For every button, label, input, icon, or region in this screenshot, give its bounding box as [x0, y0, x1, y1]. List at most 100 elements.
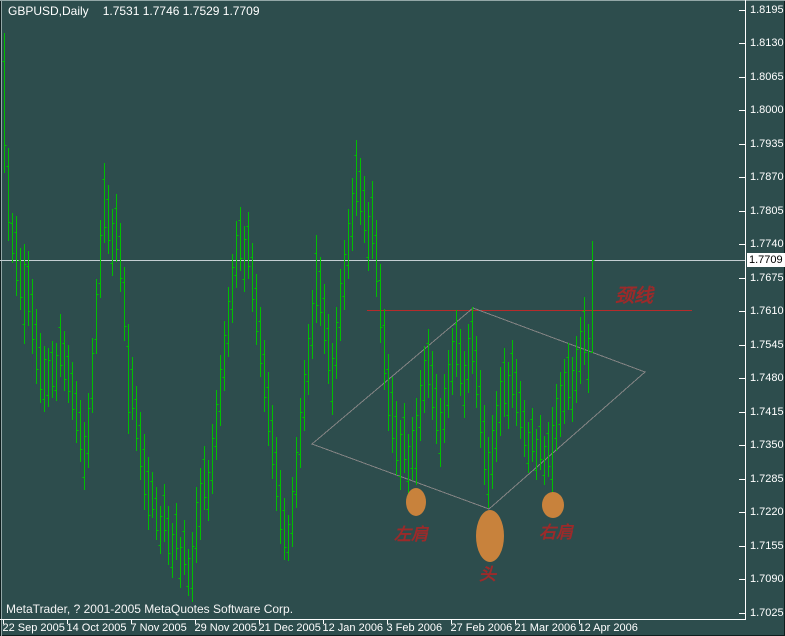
ohlc-bar	[502, 348, 507, 417]
ohlc-bar	[86, 393, 91, 468]
ohlc-bar	[174, 503, 179, 560]
ohlc-bar	[474, 336, 479, 408]
ohlc-bar	[258, 307, 263, 377]
pattern-label-头[interactable]: 头	[479, 565, 496, 584]
ohlc-bar	[118, 223, 123, 292]
ohlc-bar	[158, 506, 163, 554]
ohlc-bar	[462, 351, 467, 418]
ohlc-bar	[554, 384, 559, 451]
price-axis-ticks	[739, 10, 745, 614]
ohlc-bar	[290, 477, 295, 547]
ohlc-bar	[566, 343, 571, 410]
price-tick-label: 1.7350	[750, 438, 784, 451]
price-tick-label: 1.8130	[750, 36, 784, 49]
price-tick-label: 1.7090	[750, 572, 784, 585]
ohlc-bar	[66, 345, 71, 403]
date-tick-label: 29 Nov 2005	[194, 622, 257, 634]
ohlc-bar	[526, 422, 531, 473]
ohlc-bar	[406, 434, 411, 493]
ohlc-bar	[154, 487, 159, 540]
ohlc-bar	[546, 422, 551, 477]
date-axis-ticks	[3, 619, 580, 624]
ohlc-bar	[438, 398, 443, 467]
ohlc-bar	[222, 321, 227, 391]
ohlc-bar	[22, 244, 27, 344]
ohlc-bar	[418, 370, 423, 441]
ohlc-bar	[358, 158, 363, 225]
date-tick-label: 3 Feb 2006	[386, 622, 443, 634]
ohlc-bar	[394, 401, 399, 475]
ohlc-bar	[582, 297, 587, 365]
ohlc-bar	[166, 506, 171, 565]
ohlc-bar	[326, 314, 331, 384]
price-tick-label: 1.7220	[750, 505, 784, 518]
price-tick-label: 1.7155	[750, 539, 784, 552]
price-tick-label: 1.7415	[750, 405, 784, 418]
ohlc-bar	[58, 314, 63, 377]
ohlc-bar	[286, 515, 291, 561]
ohlc-bar	[170, 523, 175, 578]
ohlc-bar	[578, 317, 583, 384]
ohlc-bar	[514, 359, 519, 426]
ohlc-bar	[302, 360, 307, 431]
ohlc-bar	[374, 220, 379, 297]
ohlc-bar	[110, 209, 115, 276]
ohlc-bar	[142, 434, 147, 510]
ohlc-bar	[82, 422, 87, 490]
date-tick-label: 21 Dec 2005	[258, 622, 321, 634]
ohlc-bar	[354, 140, 359, 216]
ohlc-bar	[206, 460, 211, 521]
ohlc-bar	[590, 241, 595, 353]
ohlc-bar	[574, 336, 579, 403]
ohlc-bar	[402, 403, 407, 473]
ohlc-bar	[338, 269, 343, 341]
ohlc-bar	[230, 254, 235, 323]
ohlc-bar	[470, 307, 475, 374]
left-shoulder-ellipse[interactable]	[406, 488, 426, 516]
price-tick-label: 1.7805	[750, 204, 784, 217]
ohlc-bar	[506, 362, 511, 429]
ohlc-bar	[454, 310, 459, 377]
ohlc-bar	[522, 400, 527, 457]
ohlc-bar	[10, 213, 15, 263]
ohlc-bar	[274, 437, 279, 511]
ohlc-bar	[246, 212, 251, 279]
ohlc-bar	[14, 216, 19, 296]
ohlc-bar	[446, 350, 451, 418]
ohlc-bar	[254, 274, 259, 345]
ohlc-bar	[226, 287, 231, 357]
ohlc-bar	[442, 374, 447, 443]
date-tick-label: 12 Apr 2006	[578, 622, 638, 634]
ohlc-bar	[482, 405, 487, 485]
ohlc-bar	[262, 340, 267, 412]
ohlc-bar	[306, 324, 311, 395]
ohlc-bar	[126, 324, 131, 434]
pattern-label-右肩[interactable]: 右肩	[539, 523, 573, 542]
copyright-label: MetaTrader, ? 2001-2005 MetaQuotes Softw…	[6, 602, 294, 616]
ohlc-bar	[114, 194, 119, 262]
date-tick-label: 21 Mar 2006	[514, 622, 577, 634]
price-tick-label: 1.8000	[750, 103, 784, 116]
ohlc-bar	[278, 470, 283, 544]
diamond-pattern-lines[interactable]	[311, 307, 646, 510]
ohlc-bar	[146, 457, 151, 530]
ohlc-bar	[570, 357, 575, 422]
ohlc-bar	[30, 279, 35, 354]
ohlc-bar	[122, 267, 127, 341]
ohlc-bar	[102, 163, 107, 243]
right-shoulder-ellipse[interactable]	[542, 492, 564, 518]
ohlc-bar	[330, 343, 335, 415]
price-tick-label: 1.7480	[750, 371, 784, 384]
ohlc-bar	[494, 391, 499, 462]
ohlc-bar	[194, 487, 199, 563]
ohlc-bar	[314, 235, 319, 323]
date-tick-label: 7 Nov 2005	[130, 622, 187, 634]
head-ellipse[interactable]	[476, 510, 504, 562]
pattern-label-左肩[interactable]: 左肩	[394, 525, 428, 544]
price-bars	[2, 33, 595, 602]
ohlc-bar	[198, 468, 203, 540]
neckline-label[interactable]: 颈线	[615, 286, 654, 307]
ohlc-bar	[342, 240, 347, 310]
